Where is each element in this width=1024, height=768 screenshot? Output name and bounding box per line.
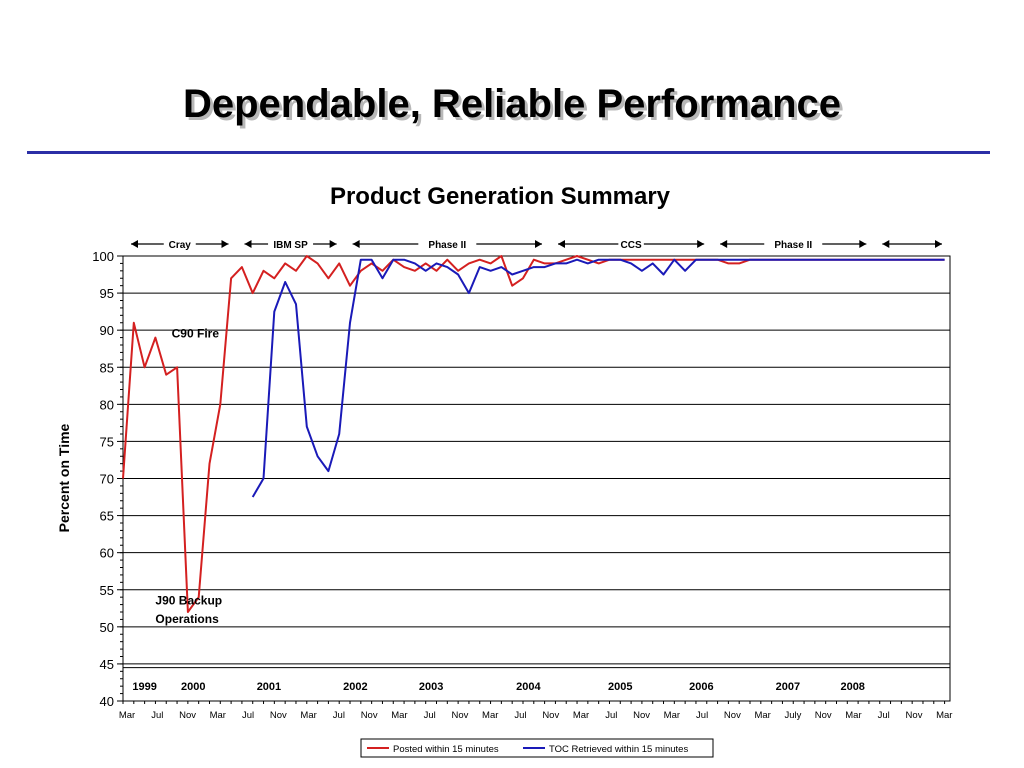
year-label: 2002 xyxy=(343,681,367,693)
phase-bar: Cray IBM SP Phase II CCS Phase II xyxy=(131,238,942,251)
y-tick-label: 45 xyxy=(100,657,114,672)
phase-label: Phase II xyxy=(774,240,812,251)
phase-arrow-right xyxy=(329,240,337,248)
x-tick-label: Mar xyxy=(210,710,226,721)
slide-title: Dependable, Reliable Performance xyxy=(182,82,841,126)
x-tick-label: Jul xyxy=(605,710,617,721)
series-line xyxy=(122,255,945,613)
x-tick-label: Mar xyxy=(845,710,861,721)
x-tick-label: Mar xyxy=(119,710,135,721)
x-tick-label: Jul xyxy=(424,710,436,721)
x-tick-label: Nov xyxy=(179,710,196,721)
year-label: 2007 xyxy=(776,681,800,693)
gridlines xyxy=(123,255,950,702)
phase-label-bg xyxy=(163,238,196,249)
y-tick-label: 95 xyxy=(100,286,114,301)
phase-arrow-left xyxy=(131,240,138,248)
legend: Posted within 15 minutes TOC Retrieved wi… xyxy=(360,738,714,758)
x-tick-label: Nov xyxy=(361,710,378,721)
x-tick-label: Jul xyxy=(514,710,526,721)
x-tick-label: July xyxy=(784,710,801,721)
x-tick-label: Jul xyxy=(696,710,708,721)
legend-label: Posted within 15 minutes xyxy=(393,744,499,755)
y-tick-label: 55 xyxy=(100,583,114,598)
year-label: 2003 xyxy=(419,681,443,693)
year-label: 2006 xyxy=(689,681,713,693)
year-label: 2008 xyxy=(840,681,864,693)
x-tick-label: Jul xyxy=(151,710,163,721)
phase-arrow-right xyxy=(221,240,229,248)
x-tick-label: Jul xyxy=(242,710,254,721)
year-label: 2005 xyxy=(608,681,632,693)
phase-arrow-right xyxy=(535,240,543,248)
x-tick-label: Jul xyxy=(878,710,890,721)
legend-label: TOC Retrieved within 15 minutes xyxy=(549,744,688,755)
phase-label-bg xyxy=(268,238,314,249)
phase-arrow-left xyxy=(244,240,252,248)
phase-arrow-right xyxy=(935,240,942,248)
x-tick-label: Mar xyxy=(300,710,316,721)
phase-arrow-right xyxy=(697,240,705,248)
phase-arrow-left xyxy=(720,240,728,248)
phase-arrow-left xyxy=(558,240,566,248)
phase-label-bg xyxy=(618,238,644,249)
x-tick-label: Nov xyxy=(270,710,287,721)
x-tick-label: Mar xyxy=(573,710,589,721)
x-tick-label: Mar xyxy=(754,710,770,721)
annotations: C90 Fire J90 Backup Operations xyxy=(155,327,222,627)
x-axis: Mar Jul Nov Mar Jul Nov Mar Jul Nov Mar Jul Nov Mar J… xyxy=(119,701,952,721)
x-tick-label: Jul xyxy=(333,710,345,721)
y-axis-label: Percent on Time xyxy=(56,423,72,532)
phase-arrow-right xyxy=(859,240,867,248)
x-tick-label: Nov xyxy=(452,710,469,721)
x-tick-label: Mar xyxy=(664,710,680,721)
phase-label: IBM SP xyxy=(273,240,308,251)
x-tick-label: Nov xyxy=(906,710,923,721)
phase-label: CCS xyxy=(621,240,642,251)
x-tick-label: Mar xyxy=(391,710,407,721)
x-tick-label: Nov xyxy=(542,710,559,721)
series-line xyxy=(251,258,945,498)
annotation: C90 Fire xyxy=(172,327,220,341)
annotation: Operations xyxy=(155,612,219,626)
year-label: 2001 xyxy=(257,681,281,693)
phase-arrow-left xyxy=(882,240,890,248)
x-tick-label: Nov xyxy=(724,710,741,721)
phase-label: Cray xyxy=(169,240,192,251)
phase-arrow-left xyxy=(352,240,360,248)
y-tick-label: 50 xyxy=(100,620,114,635)
chart-title: Product Generation Summary xyxy=(330,183,671,210)
x-tick-label: Mar xyxy=(936,710,952,721)
y-tick-label: 65 xyxy=(100,509,114,524)
y-tick-label: 80 xyxy=(100,397,114,412)
phase-label-bg xyxy=(418,238,477,249)
y-tick-label: 70 xyxy=(100,472,114,487)
y-tick-label: 100 xyxy=(92,249,114,264)
year-label: 2000 xyxy=(181,681,205,693)
phase-label: Phase II xyxy=(428,240,466,251)
phase-label-bg xyxy=(764,238,823,249)
y-tick-label: 90 xyxy=(100,323,114,338)
y-tick-label: 75 xyxy=(100,434,114,449)
y-tick-label: 85 xyxy=(100,360,114,375)
x-tick-label: Nov xyxy=(815,710,832,721)
x-tick-label: Mar xyxy=(482,710,498,721)
y-axis: 40 45 50 55 60 65 70 75 80 85 90 95 100 xyxy=(92,249,123,709)
year-labels: 1999 2000 2001 2002 2003 2004 2005 2006 2007 2008 xyxy=(132,681,865,693)
year-label: 1999 xyxy=(132,681,156,693)
x-tick-label: Nov xyxy=(633,710,650,721)
y-tick-label: 60 xyxy=(100,546,114,561)
annotation: J90 Backup xyxy=(155,594,222,608)
year-label: 2004 xyxy=(516,681,541,693)
title-rule xyxy=(27,151,990,154)
y-tick-label: 40 xyxy=(100,694,114,709)
series-lines xyxy=(122,255,945,613)
